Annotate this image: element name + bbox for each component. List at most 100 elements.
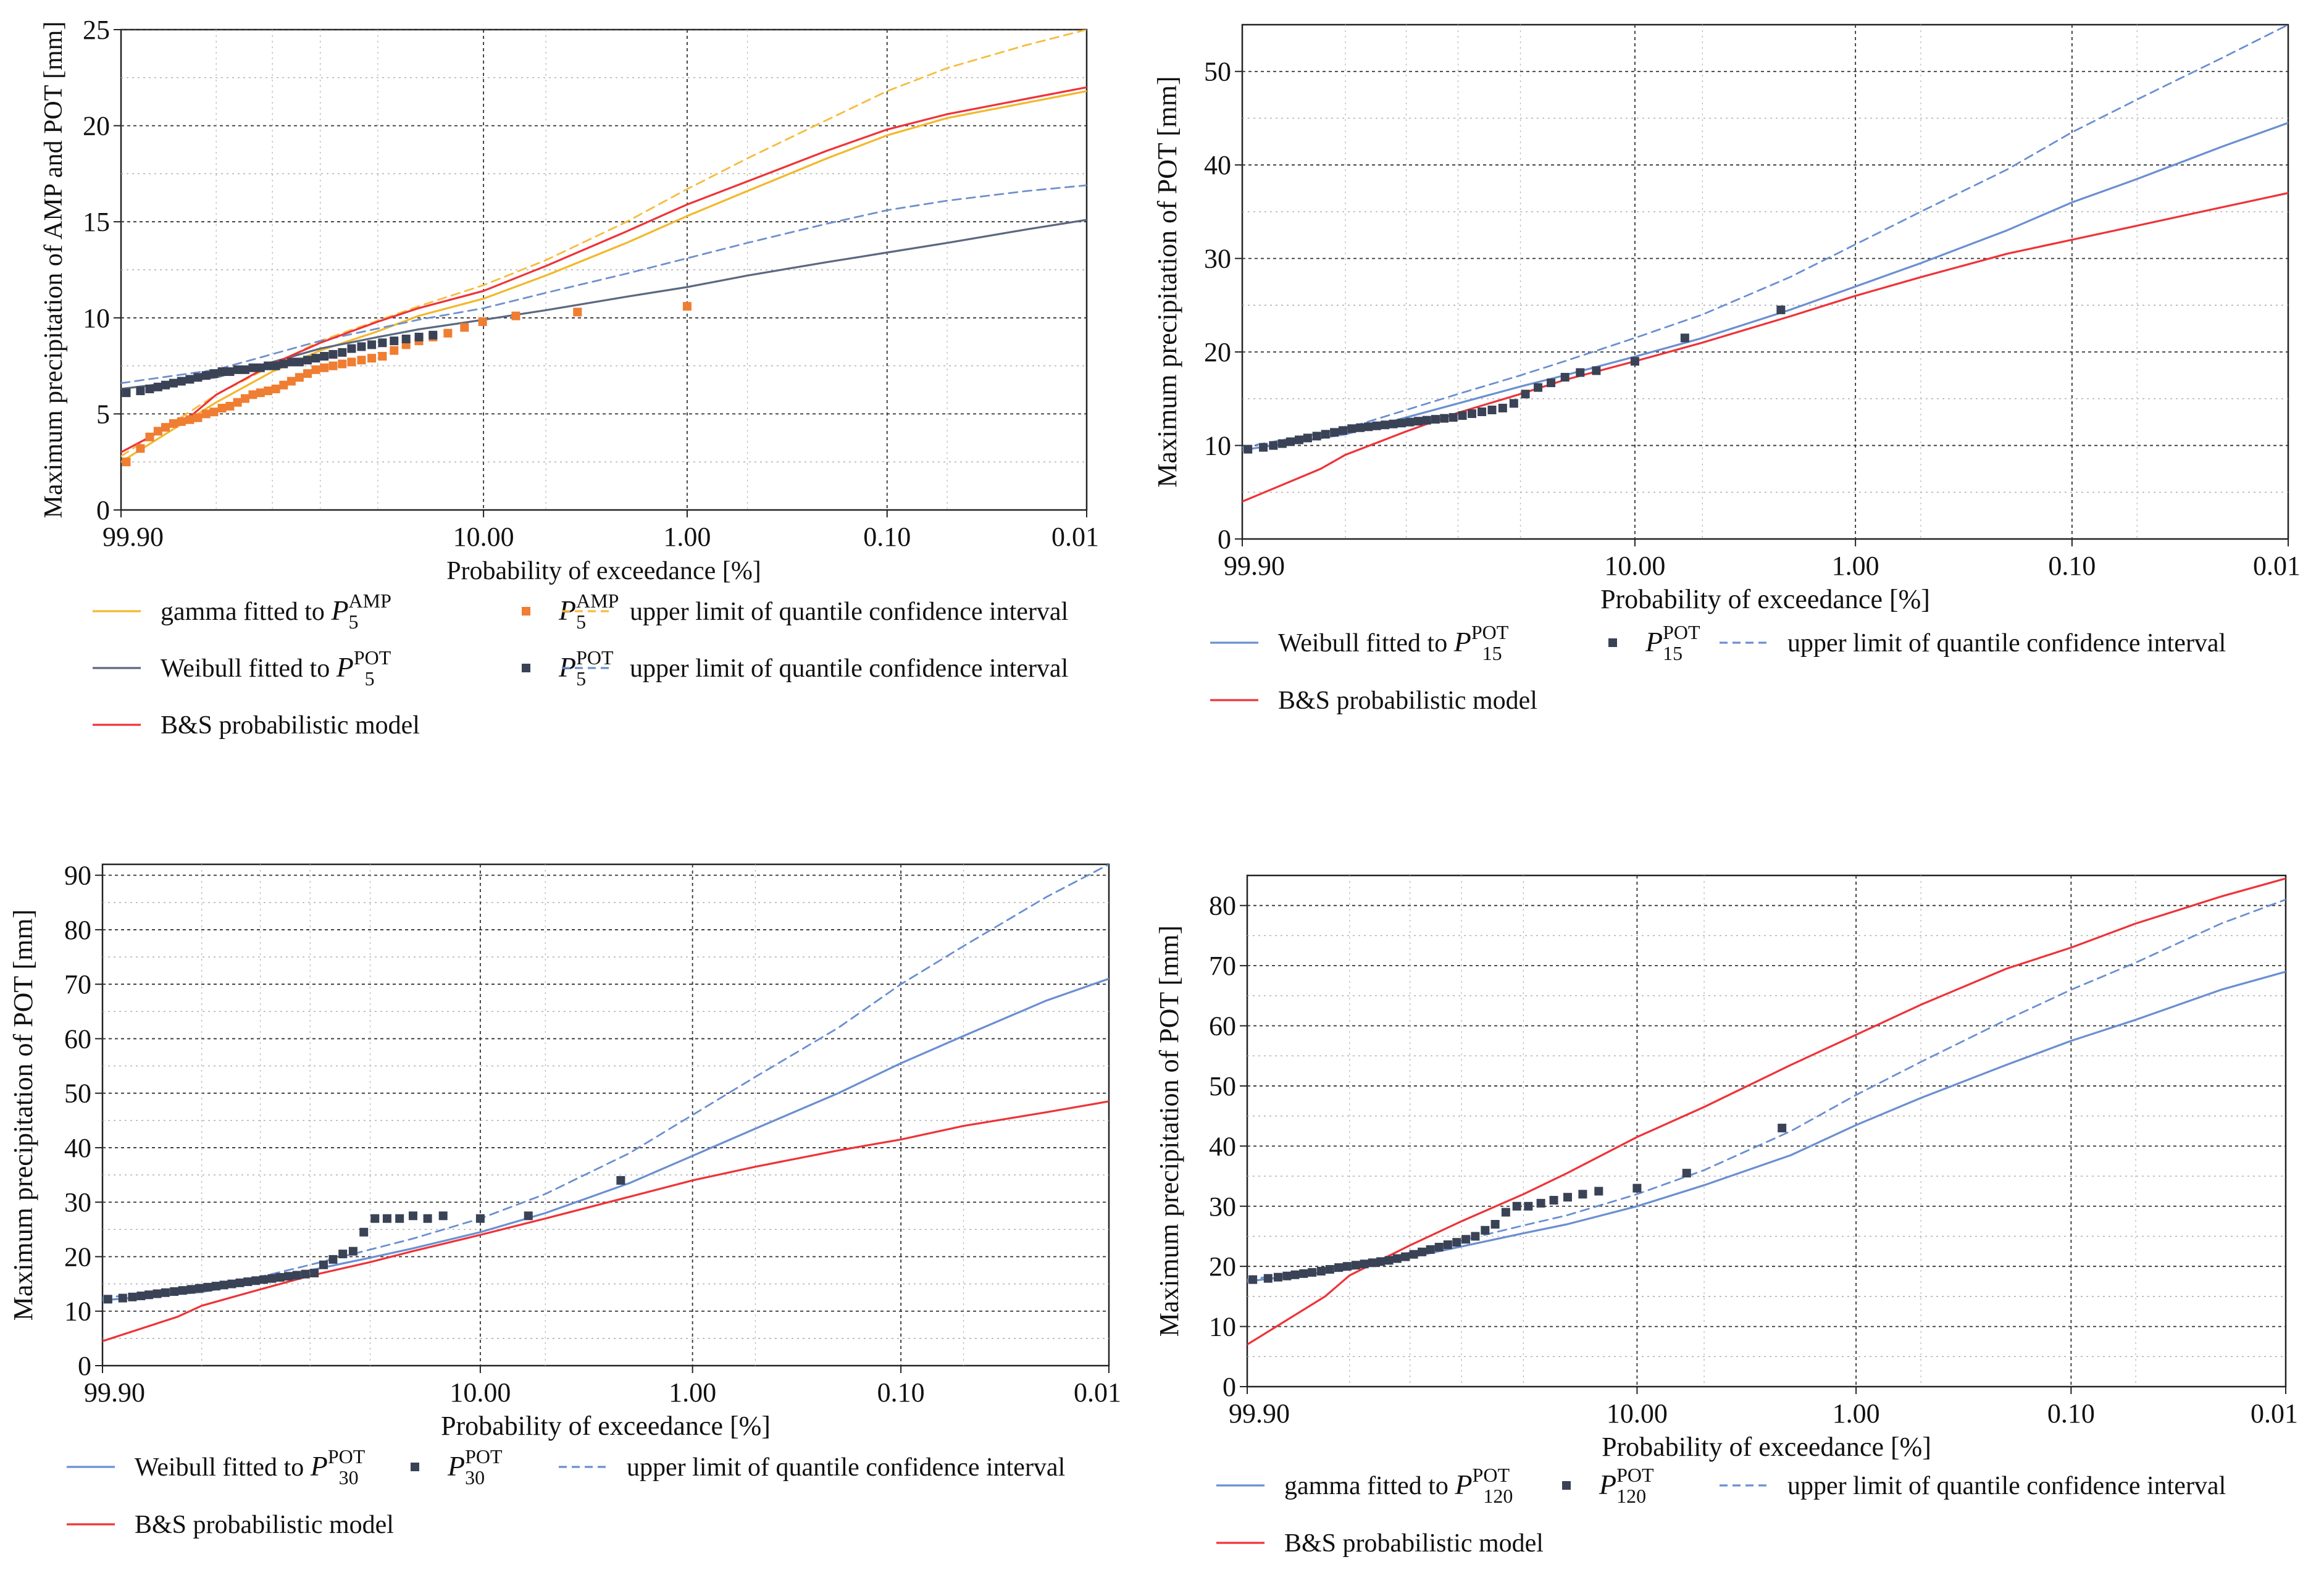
y-tick-label: 0	[78, 1351, 91, 1381]
data-point-P120POT	[1376, 1257, 1386, 1266]
series-line-3	[102, 1100, 1109, 1342]
y-tick-label: 50	[64, 1079, 91, 1109]
x-tick-label: 0.01	[1074, 1377, 1121, 1408]
series-line-2	[121, 30, 1087, 457]
data-point-P120POT	[1632, 1184, 1642, 1193]
legend-superscript: AMP	[349, 590, 391, 612]
data-point-P15POT	[1381, 420, 1390, 430]
data-point-P120POT	[1409, 1250, 1418, 1259]
legend-superscript: POT	[1663, 621, 1700, 643]
data-point-P5POT	[303, 356, 312, 365]
chart-panel-2: 0 10 20 30 40 50 99.90 10.00 1.00 0.10 0.01 Probabi…	[1152, 23, 2301, 715]
legend-label: Weibull fitted to PPOT	[1278, 621, 1509, 658]
y-tick-label: 10	[64, 1297, 91, 1327]
series-line-2	[1242, 25, 2288, 448]
x-tick-label: 0.01	[2251, 1398, 2298, 1429]
data-point-P5POT	[256, 363, 265, 372]
data-point-P15POT	[1312, 432, 1321, 441]
data-point-P5POT	[177, 377, 186, 386]
y-tick-label: 30	[64, 1187, 91, 1217]
y-tick-label: 25	[83, 15, 110, 45]
legend-label: upper limit of quantile confidence inter…	[1787, 629, 2226, 658]
data-point-P120POT	[1594, 1187, 1603, 1196]
data-point-P15POT	[1405, 417, 1415, 427]
legend-square-swatch	[522, 664, 530, 672]
data-point-P120POT	[1325, 1265, 1334, 1274]
legend-symbol: P	[1453, 626, 1471, 658]
data-point-P5POT	[264, 361, 273, 370]
legend-text: Weibull fitted to	[1278, 629, 1454, 658]
data-point-P5AMP	[573, 307, 582, 317]
y-tick-label: 70	[64, 969, 91, 1000]
data-point-P15POT	[1468, 409, 1477, 419]
data-point-P30POT	[161, 1288, 170, 1297]
data-point-P15POT	[1303, 433, 1312, 443]
x-tick-label: 10.00	[1607, 1398, 1668, 1429]
data-point-P5POT	[201, 371, 211, 380]
legend-text: upper limit of quantile confidence inter…	[627, 1453, 1065, 1482]
x-tick-label: 1.00	[669, 1377, 716, 1408]
data-point-P15POT	[1347, 424, 1356, 433]
data-point-P5AMP	[217, 404, 227, 413]
data-point-P15POT	[1389, 419, 1398, 428]
y-tick-label: 0	[1218, 524, 1231, 554]
data-point-P5AMP	[240, 394, 249, 403]
y-tick-label: 60	[64, 1024, 91, 1054]
data-point-P15POT	[1448, 413, 1458, 422]
legend-text: gamma fitted to	[1284, 1472, 1455, 1500]
data-point-P30POT	[475, 1214, 485, 1223]
data-point-P5POT	[279, 359, 288, 369]
y-tick-label: 90	[64, 861, 91, 891]
legend-text: Weibull fitted to	[161, 654, 336, 683]
y-axis-label: Maximum precipitation of AMP and POT [mm…	[40, 22, 68, 519]
data-point-P120POT	[1392, 1254, 1402, 1263]
data-point-P5AMP	[460, 323, 469, 332]
legend-symbol: P	[336, 651, 354, 683]
data-point-P5POT	[145, 384, 154, 393]
data-point-P5AMP	[209, 407, 219, 417]
legend-symbol: P	[1645, 626, 1663, 658]
legend-subscript: 30	[339, 1466, 359, 1489]
data-point-P120POT	[1536, 1198, 1545, 1208]
legend-superscript: POT	[465, 1445, 503, 1468]
series-line-3	[1247, 877, 2286, 1346]
legend-item: B&S probabilistic model	[1210, 687, 1537, 715]
data-point-P5POT	[414, 332, 424, 341]
data-point-P5AMP	[682, 302, 692, 311]
y-tick-label: 20	[83, 111, 110, 141]
x-tick-label: 10.00	[1604, 551, 1665, 581]
data-point-P15POT	[1498, 403, 1507, 412]
data-point-P15POT	[1630, 357, 1639, 366]
data-point-P5AMP	[271, 384, 280, 393]
data-point-P5POT	[169, 378, 178, 388]
x-tick-label: 99.90	[1224, 551, 1285, 581]
data-point-P15POT	[1338, 426, 1347, 435]
data-point-P15POT	[1487, 405, 1497, 414]
x-axis-label: Probability of exceedance [%]	[1600, 584, 1930, 614]
data-point-P120POT	[1308, 1267, 1317, 1277]
data-point-P30POT	[103, 1295, 112, 1304]
data-point-P120POT	[1549, 1196, 1558, 1205]
data-point-P30POT	[259, 1275, 269, 1284]
data-point-P30POT	[408, 1211, 417, 1221]
x-tick-label: 0.01	[1051, 522, 1099, 552]
x-tick-label: 1.00	[1833, 1398, 1880, 1429]
legend-item: upper limit of quantile confidence inter…	[562, 598, 1068, 626]
data-point-P5POT	[271, 361, 280, 370]
data-point-P5AMP	[177, 417, 186, 426]
data-point-P30POT	[211, 1282, 220, 1291]
data-point-P30POT	[227, 1279, 236, 1288]
y-axis-label: Maximum precipitation of POT [mm]	[8, 909, 38, 1321]
data-point-P5AMP	[320, 363, 329, 372]
data-point-P15POT	[1478, 407, 1487, 417]
data-point-P30POT	[144, 1290, 154, 1300]
data-point-P5POT	[248, 363, 257, 372]
data-point-P30POT	[219, 1280, 228, 1290]
legend-text: B&S probabilistic model	[161, 711, 420, 740]
